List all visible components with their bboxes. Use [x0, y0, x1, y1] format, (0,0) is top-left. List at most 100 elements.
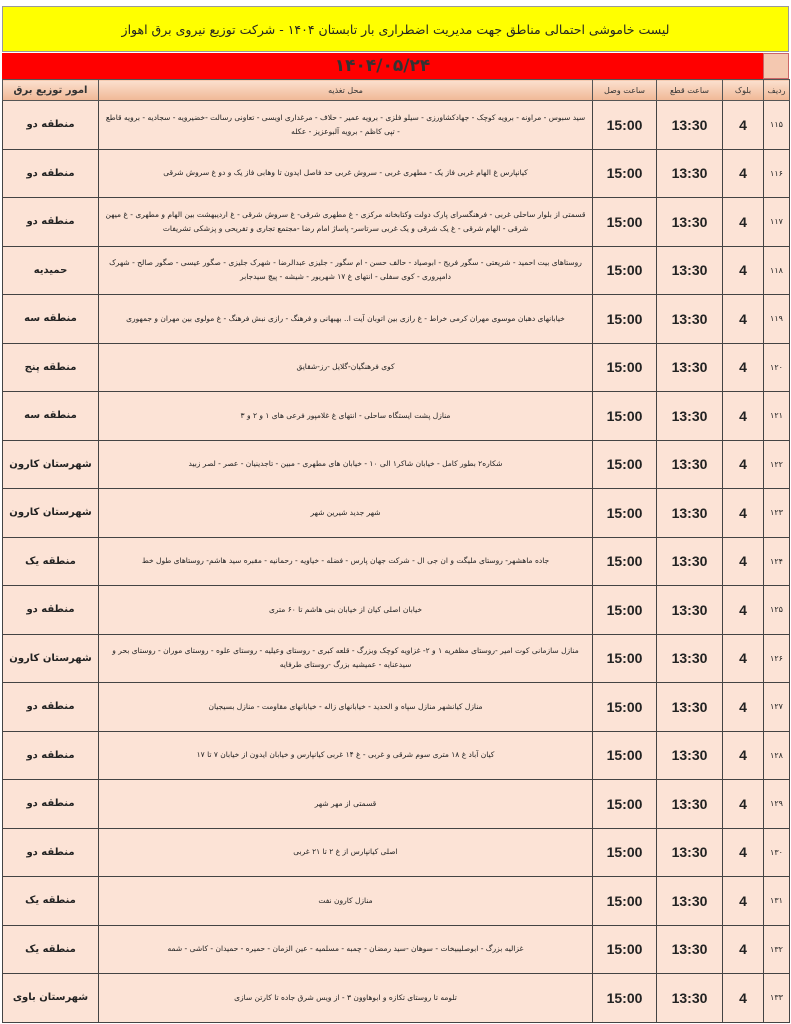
cut-time: 13:30 — [656, 100, 723, 150]
table-row: ۱۱۶ 4 13:30 15:00 کیانپارس غ الهام غربی فاز … — [2, 148, 790, 198]
reconnect-time: 15:00 — [592, 488, 657, 538]
table-row: ۱۲۸ 4 13:30 15:00 کیان آباد غ ۱۸ متری سوم شر… — [2, 730, 790, 780]
location: منازل سازمانی کوت امیر -روستای مظفریه ۱ … — [98, 633, 593, 683]
region: منطقه دو — [2, 197, 99, 247]
reconnect-time: 15:00 — [592, 439, 657, 489]
region: منطقه دو — [2, 148, 99, 198]
table-row: ۱۲۲ 4 13:30 15:00 شکاره۲ بطور کامل - خیابان … — [2, 439, 790, 489]
block-number: 4 — [722, 633, 764, 683]
location: جاده ماهشهر- روستای ملیگت و ان جی ال - ش… — [98, 536, 593, 586]
block-number: 4 — [722, 730, 764, 780]
reconnect-time: 15:00 — [592, 100, 657, 150]
location: کوی فرهنگیان-گلایل -رز-شقایق — [98, 342, 593, 392]
block-number: 4 — [722, 391, 764, 441]
row-number: ۱۱۷ — [763, 197, 790, 247]
cut-time: 13:30 — [656, 488, 723, 538]
reconnect-time: 15:00 — [592, 682, 657, 732]
reconnect-time: 15:00 — [592, 973, 657, 1023]
region: منطقه دو — [2, 827, 99, 877]
row-number: ۱۳۰ — [763, 827, 790, 877]
header-block: بلوک — [722, 79, 764, 101]
cut-time: 13:30 — [656, 876, 723, 926]
cut-time: 13:30 — [656, 924, 723, 974]
table-row: ۱۲۹ 4 13:30 15:00 قسمتی از مهر شهر منطقه دو — [2, 779, 790, 829]
row-number: ۱۲۵ — [763, 585, 790, 635]
reconnect-time: 15:00 — [592, 779, 657, 829]
row-number: ۱۲۷ — [763, 682, 790, 732]
header-reconnect-time: ساعت وصل — [592, 79, 657, 101]
region: منطقه یک — [2, 536, 99, 586]
location: شهر جدید شیرین شهر — [98, 488, 593, 538]
outage-table: ردیف بلوک ساعت قطع ساعت وصل محل تغذیه ام… — [2, 79, 790, 1023]
region: منطقه یک — [2, 876, 99, 926]
row-number: ۱۳۲ — [763, 924, 790, 974]
cut-time: 13:30 — [656, 245, 723, 295]
table-row: ۱۳۲ 4 13:30 15:00 غزالیه بزرگ - ابوصلیبیخات … — [2, 924, 790, 974]
location: قسمتی از بلوار ساحلی غربی - فرهنگسرای پا… — [98, 197, 593, 247]
cut-time: 13:30 — [656, 633, 723, 683]
cut-time: 13:30 — [656, 827, 723, 877]
cut-time: 13:30 — [656, 439, 723, 489]
reconnect-time: 15:00 — [592, 730, 657, 780]
table-row: ۱۱۷ 4 13:30 15:00 قسمتی از بلوار ساحلی غربی … — [2, 197, 790, 247]
block-number: 4 — [722, 585, 764, 635]
location: شکاره۲ بطور کامل - خیابان شاکر۱ الی ۱۰ -… — [98, 439, 593, 489]
table-row: ۱۲۵ 4 13:30 15:00 خیابان اصلی کیان از خیابان… — [2, 585, 790, 635]
row-number: ۱۲۹ — [763, 779, 790, 829]
reconnect-time: 15:00 — [592, 876, 657, 926]
table-row: ۱۲۴ 4 13:30 15:00 جاده ماهشهر- روستای ملیگت … — [2, 536, 790, 586]
table-row: ۱۲۱ 4 13:30 15:00 منازل پشت ایستگاه ساحلی - … — [2, 391, 790, 441]
row-number: ۱۱۹ — [763, 294, 790, 344]
location: خیابان اصلی کیان از خیابان بنی هاشم تا ۶… — [98, 585, 593, 635]
cut-time: 13:30 — [656, 391, 723, 441]
location: کیانپارس غ الهام غربی فاز یک - مطهری غرب… — [98, 148, 593, 198]
location: اصلی کیانپارس از غ ۲ تا ۲۱ غربی — [98, 827, 593, 877]
location: سید سبوس - مراونه - برویه کوچک - جهادکشا… — [98, 100, 593, 150]
region: منطقه دو — [2, 730, 99, 780]
table-row: ۱۳۰ 4 13:30 15:00 اصلی کیانپارس از غ ۲ تا ۲۱… — [2, 827, 790, 877]
block-number: 4 — [722, 924, 764, 974]
reconnect-time: 15:00 — [592, 342, 657, 392]
block-number: 4 — [722, 342, 764, 392]
table-row: ۱۳۱ 4 13:30 15:00 منازل کارون نفت منطقه یک — [2, 876, 790, 926]
reconnect-time: 15:00 — [592, 245, 657, 295]
date-label: ۱۴۰۴/۰۵/۲۴ — [2, 53, 763, 79]
row-number: ۱۱۵ — [763, 100, 790, 150]
row-number: ۱۲۳ — [763, 488, 790, 538]
table-row: ۱۱۹ 4 13:30 15:00 خیابانهای دهبان موسوی مهرا… — [2, 294, 790, 344]
region: شهرستان کارون — [2, 488, 99, 538]
date-bar: ۱۴۰۴/۰۵/۲۴ — [2, 53, 789, 79]
reconnect-time: 15:00 — [592, 294, 657, 344]
cut-time: 13:30 — [656, 342, 723, 392]
location: غزالیه بزرگ - ابوصلیبیخات - سوهان -سید ر… — [98, 924, 593, 974]
table-row: ۱۲۶ 4 13:30 15:00 منازل سازمانی کوت امیر -رو… — [2, 633, 790, 683]
region: منطقه دو — [2, 585, 99, 635]
reconnect-time: 15:00 — [592, 633, 657, 683]
location: تلومه تا روستای تکازه و ابوهاوون ۳ - از … — [98, 973, 593, 1023]
row-number: ۱۲۴ — [763, 536, 790, 586]
location: منازل کیانشهر منازل سپاه و الحدید - خیاب… — [98, 682, 593, 732]
block-number: 4 — [722, 294, 764, 344]
block-number: 4 — [722, 148, 764, 198]
block-number: 4 — [722, 536, 764, 586]
row-number: ۱۲۶ — [763, 633, 790, 683]
region: حمیدیه — [2, 245, 99, 295]
cut-time: 13:30 — [656, 536, 723, 586]
block-number: 4 — [722, 439, 764, 489]
block-number: 4 — [722, 488, 764, 538]
cut-time: 13:30 — [656, 973, 723, 1023]
table-header: ردیف بلوک ساعت قطع ساعت وصل محل تغذیه ام… — [2, 79, 790, 101]
header-location: محل تغذیه — [98, 79, 593, 101]
row-number: ۱۲۲ — [763, 439, 790, 489]
row-number: ۱۱۸ — [763, 245, 790, 295]
region: منطقه پنج — [2, 342, 99, 392]
block-number: 4 — [722, 245, 764, 295]
block-number: 4 — [722, 100, 764, 150]
page-title: لیست خاموشی احتمالی مناطق جهت مدیریت اضط… — [2, 6, 789, 52]
region: شهرستان کارون — [2, 439, 99, 489]
block-number: 4 — [722, 197, 764, 247]
row-number: ۱۳۳ — [763, 973, 790, 1023]
cut-time: 13:30 — [656, 779, 723, 829]
cut-time: 13:30 — [656, 585, 723, 635]
row-number: ۱۲۱ — [763, 391, 790, 441]
